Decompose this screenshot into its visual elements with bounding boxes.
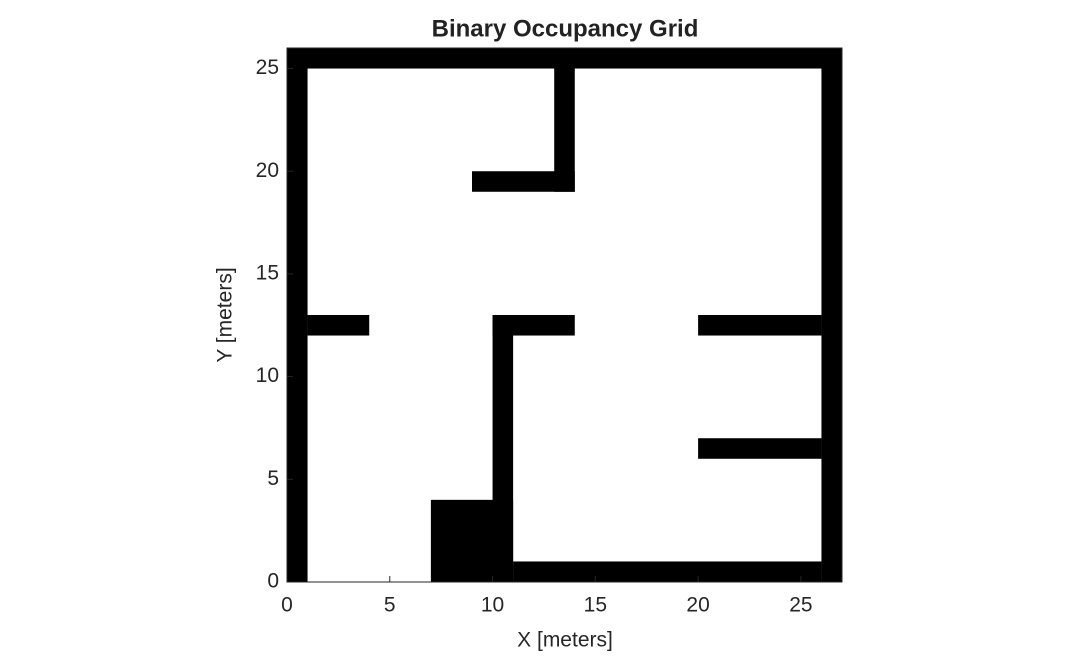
y-tick-label: 10: [256, 364, 279, 387]
obstacle: [698, 315, 822, 336]
x-tick-label: 10: [481, 594, 504, 617]
chart-title: Binary Occupancy Grid: [432, 15, 699, 42]
y-tick-label: 25: [256, 56, 279, 79]
x-tick-label: 0: [281, 594, 293, 617]
obstacle: [698, 438, 822, 459]
y-tick-label: 5: [267, 467, 279, 490]
x-tick-label: 20: [686, 594, 709, 617]
x-tick-label: 25: [789, 594, 812, 617]
obstacle: [307, 315, 370, 336]
obstacle: [287, 48, 308, 582]
obstacle: [472, 171, 575, 192]
x-tick-label: 5: [384, 594, 396, 617]
y-tick-label: 0: [267, 570, 279, 593]
y-axis-label: Y [meters]: [214, 267, 237, 362]
axes-box: [286, 47, 843, 583]
y-tick-label: 15: [256, 261, 279, 284]
y-tick-label: 20: [256, 159, 279, 182]
obstacle: [492, 315, 575, 336]
x-tick-label: 15: [584, 594, 607, 617]
obstacle: [821, 48, 842, 582]
obstacle: [554, 48, 575, 192]
x-axis-label: X [meters]: [517, 629, 613, 652]
obstacle: [492, 315, 514, 582]
obstacle: [513, 561, 822, 582]
